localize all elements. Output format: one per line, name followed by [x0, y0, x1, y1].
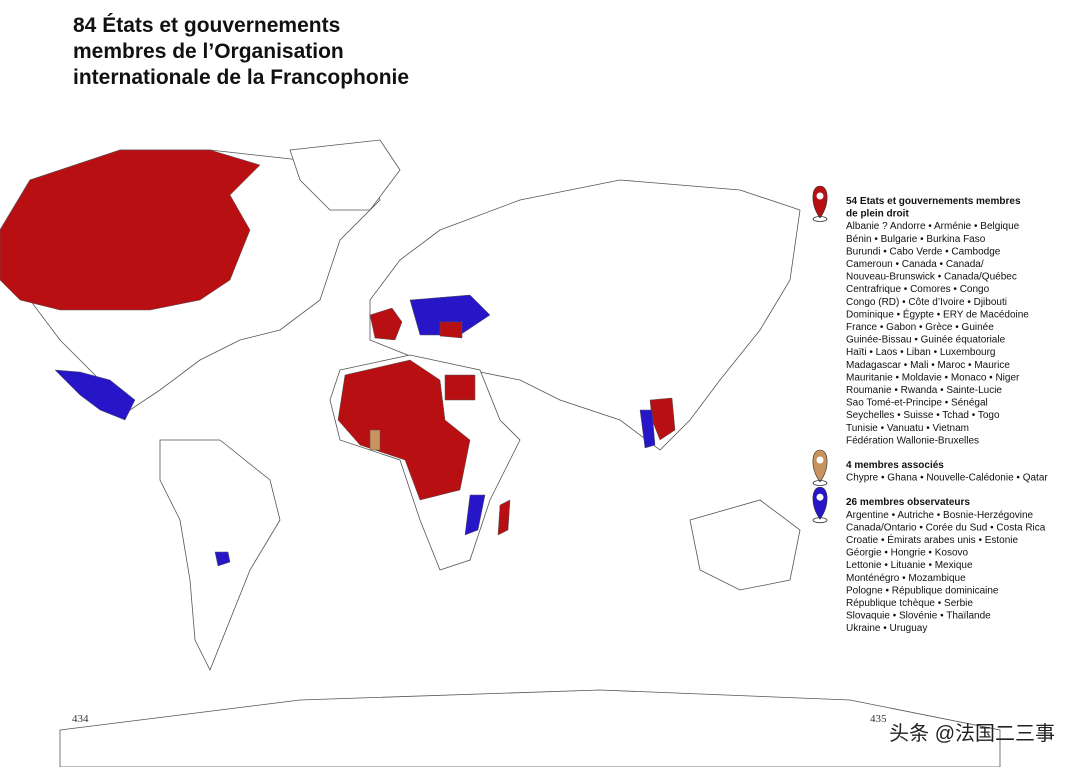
legend-line: Haïti • Laos • Liban • Luxembourg	[846, 347, 995, 358]
mexico	[54, 369, 136, 421]
central-europe	[409, 294, 491, 336]
legend-pin	[812, 486, 828, 520]
legend-pin-hole	[816, 456, 824, 464]
thailand	[639, 409, 656, 449]
australia	[689, 499, 801, 591]
legend-line: Croatie • Émirats arabes unis • Estonie	[846, 533, 1019, 546]
legend-line: France • Gabon • Grèce • Guinée	[846, 322, 994, 333]
page-number: 435	[870, 713, 887, 725]
ghana	[369, 429, 381, 451]
legend-line: Congo (RD) • Côte d’Ivoire • Djibouti	[846, 297, 1007, 308]
legend-pin-base	[812, 517, 828, 524]
title-line: 84 États et gouvernements	[73, 14, 340, 37]
legend-pin-base	[812, 480, 828, 486]
legend-pin-hole	[816, 192, 824, 200]
legend-line: Tunisie • Vanuatu • Vietnam	[846, 423, 969, 434]
page-number: 434	[72, 713, 89, 725]
legend-line: Centrafrique • Comores • Congo	[846, 284, 990, 295]
antarctica	[59, 689, 1001, 767]
legend-line: Albanie ? Andorre • Arménie • Belgique	[846, 221, 1020, 232]
legend-line: Lettonie • Lituanie • Mexique	[846, 560, 973, 571]
greenland	[289, 139, 401, 211]
legend-line: Bénin • Bulgarie • Burkina Faso	[846, 234, 986, 245]
legend-line: Fédération Wallonie-Bruxelles	[846, 435, 979, 446]
legend-pin-hole	[816, 493, 824, 501]
legend-line: Pologne • République dominicaine	[846, 585, 999, 596]
legend-pin	[812, 185, 828, 219]
romania	[439, 321, 463, 339]
legend-pin	[812, 449, 828, 483]
france	[369, 307, 403, 341]
legend-line: Argentine • Autriche • Bosnie-Herzégovin…	[846, 510, 1034, 521]
egypt	[444, 374, 476, 401]
uruguay	[214, 551, 231, 567]
world-map	[0, 139, 1001, 767]
legend-line: Chypre • Ghana • Nouvelle-Calédonie • Qa…	[846, 473, 1048, 484]
mozambique	[464, 494, 486, 536]
legend-line: Madagascar • Mali • Maroc • Maurice	[846, 360, 1010, 371]
legend-line: Burundi • Cabo Verde • Cambodge	[846, 246, 1001, 257]
legend-header: 54 Etats et gouvernements membres	[846, 196, 1021, 207]
legend-line: Slovaquie • Slovénie • Thaïlande	[846, 611, 991, 622]
legend: 54 Etats et gouvernements membres de plei…	[812, 185, 1048, 634]
legend-header: de plein droit	[846, 209, 909, 220]
francophone-africa	[337, 359, 471, 501]
legend-line: Canada/Ontario • Corée du Sud • Costa Ri…	[846, 522, 1046, 533]
legend-header: 26 membres observateurs	[846, 497, 970, 508]
legend-pin-base	[812, 216, 828, 222]
legend-line: Ukraine • Uruguay	[846, 623, 927, 634]
legend-line: Cameroun • Canada • Canada/	[846, 259, 984, 270]
watermark: 头条 @法国二三事	[889, 722, 1055, 745]
legend-header: 4 membres associés	[846, 460, 944, 471]
legend-line: Roumanie • Rwanda • Sainte-Lucie	[846, 385, 1002, 396]
madagascar	[497, 499, 511, 536]
legend-line: Géorgie • Hongrie • Kosovo	[846, 548, 969, 559]
canada	[0, 149, 261, 311]
legend-line: Sao Tomé-et-Principe • Sénégal	[846, 398, 988, 409]
title-line: membres de l’Organisation	[73, 40, 344, 63]
legend-line: Monténégro • Mozambique	[846, 573, 966, 584]
legend-line: Guinée-Bissau • Guinée équatoriale	[846, 335, 1006, 346]
legend-line: Dominique • Égypte • ERY de Macédoine	[846, 307, 1029, 320]
legend-line: Mauritanie • Moldavie • Monaco • Niger	[846, 372, 1020, 383]
title: 84 États et gouvernements membres de l’Or…	[73, 14, 409, 89]
legend-line: République tchèque • Serbie	[846, 598, 973, 609]
legend-line: Nouveau-Brunswick • Canada/Québec	[846, 272, 1017, 283]
title-line: internationale de la Francophonie	[73, 66, 409, 89]
legend-line: Seychelles • Suisse • Tchad • Togo	[846, 410, 1000, 421]
